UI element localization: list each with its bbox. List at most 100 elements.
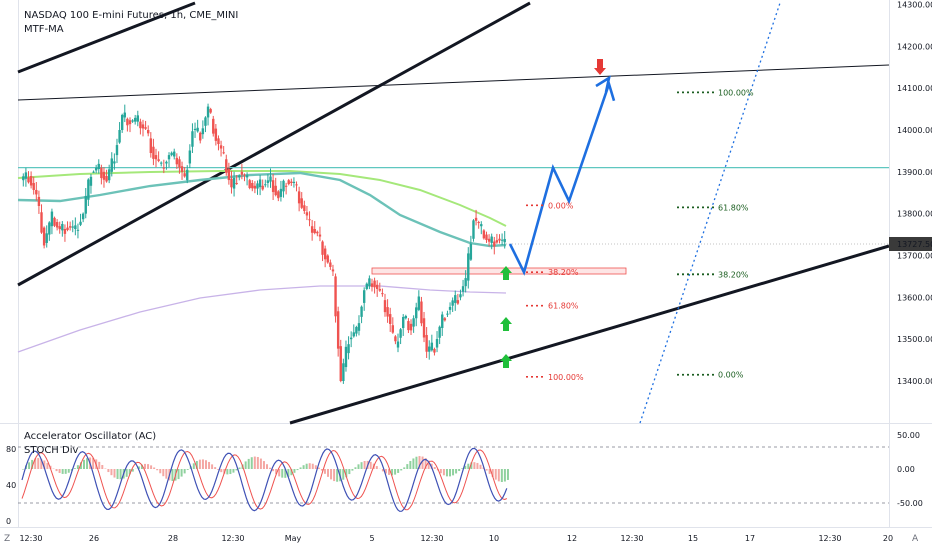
candle-body [212,118,215,134]
candle-body [336,311,340,349]
candle-body [402,316,405,329]
candle-body [180,166,184,172]
candle-body [357,323,361,331]
candle-body [115,145,119,156]
candle-body [50,211,54,227]
candle-body [310,226,314,233]
candle-body [264,184,267,186]
trendline-rising [17,1,531,287]
candle-body [474,217,478,221]
candle-body [209,109,212,113]
ac-histogram-bar [275,469,278,475]
ac-histogram-bar [394,469,397,475]
candle-body [271,180,275,193]
ac-histogram-bar [211,464,214,469]
candle-body [349,337,353,340]
ac-histogram-bar [311,463,314,469]
dotted-diagonal-line [639,2,781,424]
candle-body [305,212,309,216]
ac-histogram-bar [46,462,49,469]
candle-body [53,217,56,226]
candle-body [266,180,270,183]
ac-histogram-bar [317,467,320,469]
candle-body [329,262,332,267]
candle-body [222,152,225,154]
candle-body [240,171,244,175]
candle-body [48,222,51,235]
candle-body [425,334,428,352]
candle-body [32,182,35,190]
price-tick-label: 13700.00 [897,252,932,261]
candle-body [295,184,298,186]
ac-histogram-bar [238,467,241,469]
ac-histogram-bar [439,469,442,474]
candle-body [238,175,241,178]
candle-body [407,321,410,331]
candle-body [399,329,402,338]
ac-histogram-bar [220,469,223,473]
candle-body [256,183,259,189]
candle-body [128,120,132,125]
candle-body [199,132,202,141]
candle-body [147,130,150,134]
time-tick-label: 28 [168,534,178,543]
ac-histogram-bar [144,463,146,469]
candle-body [464,278,467,287]
ac-histogram-bar [76,465,79,469]
candle-body [89,176,93,186]
ac-histogram-bar [485,469,488,471]
ac-histogram-bar [131,469,134,472]
ac-histogram-bar [418,456,421,469]
fib-left-label: 100.00% [548,373,584,382]
stoch-tick-label: 80 [6,445,16,454]
ac-histogram-bar [232,469,235,473]
fib-right-label: 0.00% [718,371,744,380]
ma-green-line [17,170,507,227]
candle-body [370,283,374,287]
candle-body [113,161,116,164]
candle-body [498,238,501,241]
ac-histogram-bar [162,469,165,477]
candle-body [258,179,262,188]
ac-histogram-bar [86,458,89,469]
ac-histogram-bar [415,456,418,469]
candle-body [81,213,85,220]
candle-body [355,327,358,334]
ac-histogram-bar [37,458,40,469]
candle-body [378,288,381,291]
candle-body [201,128,205,135]
ac-histogram-bar [201,459,204,469]
ac-histogram-bar [369,461,372,469]
ac-histogram-bar [491,469,494,478]
ac-histogram-bar [205,460,207,469]
candle-body [217,138,220,145]
candle-body [435,339,439,348]
ac-histogram-bar [110,469,113,476]
indicator-stoch-label: STOCH Div [24,445,79,456]
ac-histogram-bar [186,469,189,470]
time-tick-label: 12 [567,534,577,543]
candle-body [61,223,64,231]
ac-histogram-bar [113,469,116,478]
ac-histogram-bar [183,469,186,474]
ac-histogram-bar [363,460,366,469]
candle-body [308,219,311,221]
candle-body [297,191,301,204]
candle-body [365,283,368,289]
candle-body [227,169,231,181]
candle-body [396,341,400,348]
ac-histogram-bar [79,462,82,469]
ac-histogram-bar [494,469,497,480]
candle-body [154,155,158,160]
ac-histogram-bar [217,469,220,470]
time-tick-label: 20 [883,534,893,543]
ac-histogram-bar [140,464,143,469]
ma-purple-line [17,285,507,353]
ac-histogram-bar [119,469,122,480]
candle-body [300,198,303,208]
candle-body [230,178,233,188]
ac-histogram-bar [452,469,455,476]
ac-histogram-bar [58,469,61,473]
ac-histogram-bar [424,458,427,469]
